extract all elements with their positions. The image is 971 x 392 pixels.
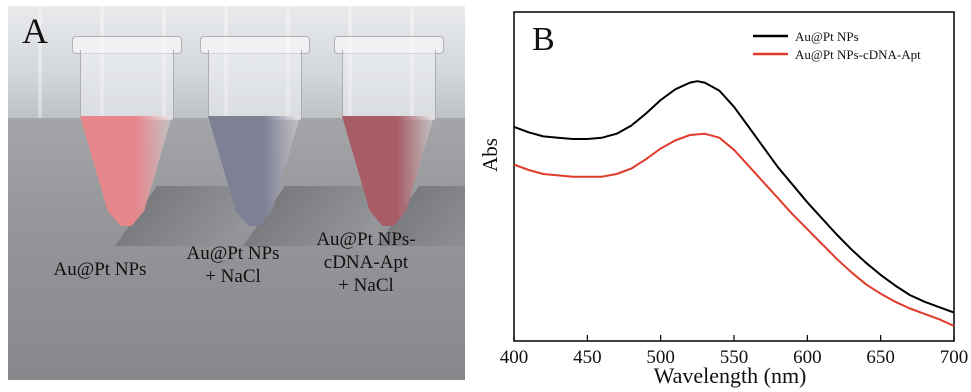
- panel-a-letter: A: [22, 11, 48, 51]
- caption-line: Au@Pt NPs-: [316, 229, 416, 250]
- tube-2-caption: Au@Pt NPs + NaCl: [168, 242, 298, 288]
- series-line-2: [513, 132, 955, 327]
- x-tick-label: 550: [720, 347, 749, 368]
- tube-3-caption: Au@Pt NPs- cDNA-Apt + NaCl: [296, 228, 436, 297]
- chart-panel: 400 450 500 550 600 650 700 Au@Pt NPs Au@Pt NPs…: [470, 0, 971, 392]
- caption-line: Au@Pt NPs: [53, 259, 147, 280]
- tube-2: [194, 36, 396, 246]
- x-tick-label: 700: [940, 347, 969, 368]
- x-axis-ticks: 400 450 500 550 600 650 700: [500, 335, 969, 368]
- tube-1-caption: Au@Pt NPs: [30, 258, 170, 281]
- caption-line: + NaCl: [338, 275, 394, 296]
- legend-label-2: Au@Pt NPs-cDNA-Apt: [795, 47, 921, 62]
- x-tick-label: 500: [646, 347, 675, 368]
- panel-b-letter: B: [532, 21, 555, 58]
- tube-3: [328, 36, 465, 246]
- x-tick-label: 650: [866, 347, 895, 368]
- series-group: [513, 80, 955, 327]
- legend: Au@Pt NPs Au@Pt NPs-cDNA-Apt: [753, 29, 921, 62]
- series-line-1: [513, 80, 955, 314]
- tube-1: [66, 36, 268, 246]
- x-tick-label: 600: [793, 347, 822, 368]
- caption-line: cDNA-Apt: [323, 252, 409, 273]
- legend-label-1: Au@Pt NPs: [795, 29, 859, 44]
- x-axis-label: Wavelength (nm): [654, 363, 807, 388]
- caption-line: Au@Pt NPs: [186, 243, 280, 264]
- y-axis-label: Abs: [478, 138, 502, 172]
- photo-panel: A Au@Pt NPs Au@Pt NPs + NaCl Au@Pt NPs- …: [8, 6, 465, 380]
- caption-line: + NaCl: [205, 266, 261, 287]
- x-tick-label: 450: [573, 347, 602, 368]
- x-tick-label: 400: [500, 347, 529, 368]
